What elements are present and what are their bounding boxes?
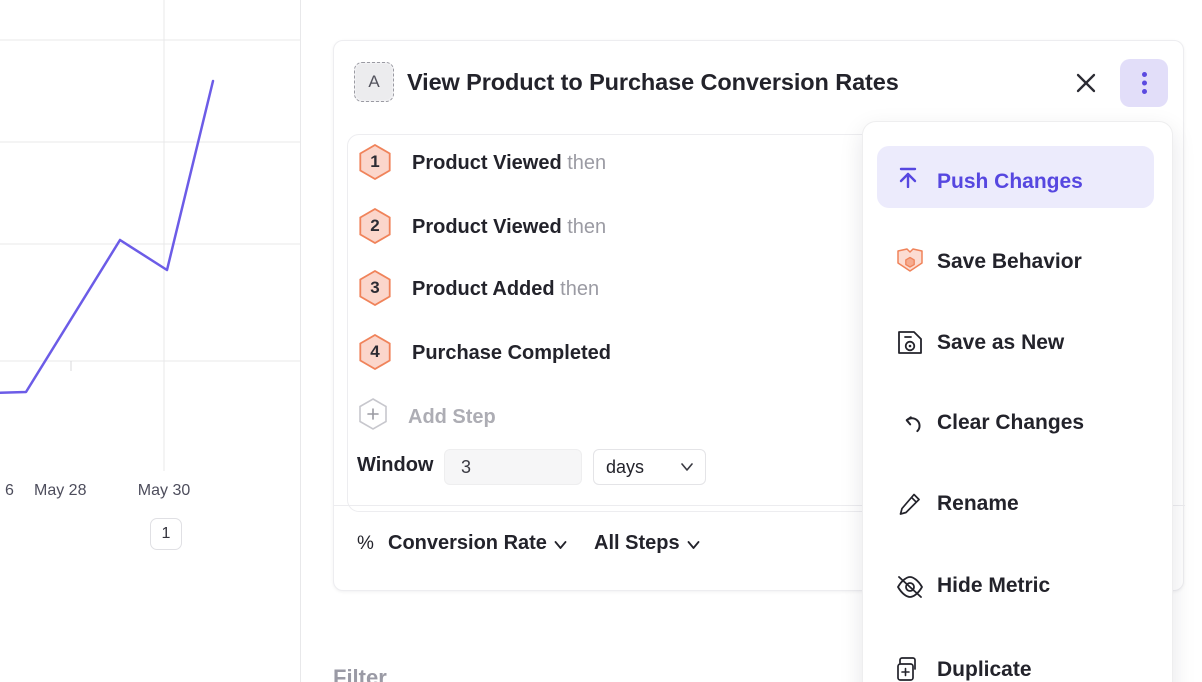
svg-text:6: 6 <box>5 482 14 499</box>
svg-text:May 28: May 28 <box>34 482 87 499</box>
svg-text:May 30: May 30 <box>138 482 191 499</box>
